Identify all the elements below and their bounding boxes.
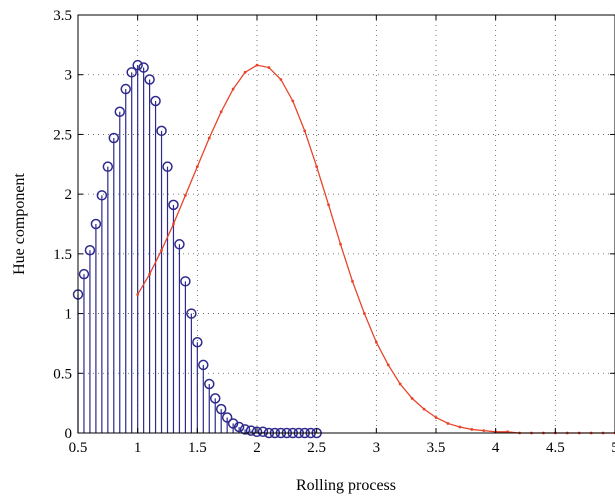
x-tick-labels: 0.5 1 1.5 2 2.5 3 3.5 4 4.5 5	[69, 440, 615, 456]
line-point	[422, 407, 426, 411]
y-tick-label: 1	[65, 307, 73, 323]
stem-marker	[257, 426, 269, 438]
stem-marker	[192, 336, 203, 348]
stem-marker	[198, 359, 209, 371]
stem-marker	[239, 424, 251, 435]
line-point	[434, 416, 438, 419]
stem-marker	[84, 245, 96, 256]
x-tick-label: 1.5	[188, 440, 207, 456]
line-point	[279, 78, 283, 81]
stem-marker	[233, 421, 245, 433]
y-tick-label: 2	[65, 187, 73, 203]
line-point	[207, 136, 211, 140]
line-point	[231, 87, 235, 91]
stem-marker	[156, 125, 167, 137]
stem-marker	[90, 218, 102, 230]
x-tick-label: 4	[492, 440, 500, 456]
stem-marker	[132, 59, 143, 71]
line-point	[398, 382, 402, 386]
stem-marker	[78, 268, 90, 280]
line-point	[148, 272, 152, 276]
x-tick-label: 2	[253, 440, 261, 456]
line-point	[255, 63, 259, 67]
line-point	[303, 129, 307, 133]
line-point	[291, 99, 295, 103]
line-point	[195, 165, 199, 169]
stem-marker	[174, 239, 185, 250]
line-point	[184, 193, 187, 197]
plot-background	[78, 15, 615, 433]
stem-marker	[120, 83, 131, 95]
stem-marker	[96, 190, 108, 201]
x-tick-label: 3	[373, 440, 381, 456]
stem-marker	[221, 412, 233, 423]
line-point	[339, 242, 342, 246]
stem-marker	[144, 74, 155, 85]
line-point	[446, 422, 450, 425]
line-point	[386, 363, 390, 367]
x-tick-label: 3.5	[427, 440, 446, 456]
stem-marker	[150, 95, 161, 107]
stem-marker	[245, 425, 257, 436]
stem-marker	[186, 308, 197, 319]
x-tick-label: 4.5	[546, 440, 565, 456]
line-point	[327, 203, 330, 207]
line-point	[374, 340, 378, 344]
line-point	[351, 279, 354, 283]
stem-marker	[168, 199, 179, 211]
line-point	[458, 425, 462, 429]
line-point	[219, 110, 223, 114]
stem-marker	[180, 276, 191, 287]
tick-marks	[77, 14, 615, 434]
x-tick-label: 5	[611, 440, 615, 456]
stem-marker	[162, 161, 173, 172]
y-tick-label: 2.5	[53, 127, 72, 143]
line-point	[482, 429, 486, 433]
line-point	[363, 312, 366, 315]
line-point	[410, 396, 414, 400]
plot-frame	[77, 14, 615, 434]
y-tick-label: 0	[65, 426, 73, 442]
line-point	[160, 248, 163, 252]
line-point	[243, 70, 247, 74]
stem-marker	[114, 106, 126, 117]
stem-marker	[138, 62, 149, 73]
stem-marker	[215, 403, 227, 415]
stem-marker	[108, 132, 120, 144]
line-point	[267, 66, 271, 69]
line-point	[315, 165, 319, 169]
line-point	[470, 428, 474, 431]
x-tick-label: 1	[134, 440, 142, 456]
line-point	[172, 222, 175, 226]
stem-marker	[102, 161, 114, 172]
y-axis-label: Hue component	[11, 173, 28, 275]
y-tick-label: 0.5	[53, 366, 72, 382]
x-tick-label: 0.5	[69, 440, 88, 456]
stem-marker	[251, 426, 263, 438]
y-tick-labels: 0 0.5 1 1.5 2 2.5 3 3.5	[53, 8, 72, 442]
x-axis-label: Rolling process	[296, 477, 396, 494]
x-tick-label: 2.5	[307, 440, 326, 456]
stem-marker	[209, 393, 221, 404]
y-tick-label: 3.5	[53, 8, 72, 24]
stem-series	[72, 59, 322, 439]
stem-marker	[126, 67, 137, 78]
stem-marker	[204, 378, 215, 390]
line-point	[136, 293, 140, 296]
y-tick-label: 1.5	[53, 247, 72, 263]
y-tick-label: 3	[65, 68, 73, 84]
